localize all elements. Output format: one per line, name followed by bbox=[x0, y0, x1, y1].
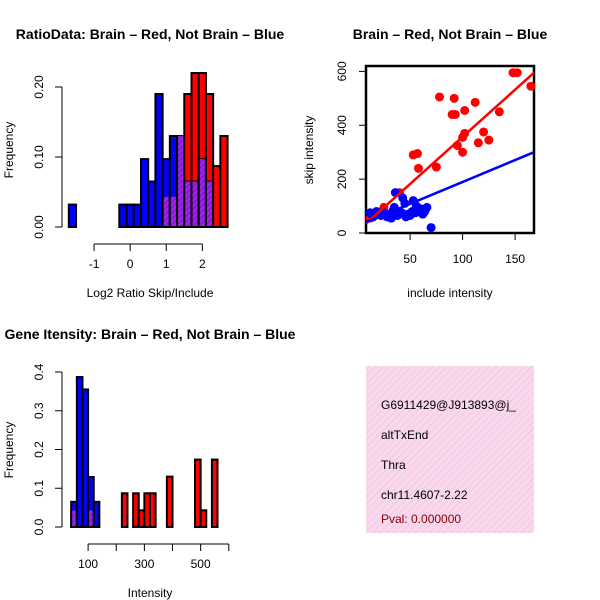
intensity-hist-y-tick-label: 0.0 bbox=[32, 518, 46, 535]
ratio-hist-ylabel: Frequency bbox=[2, 122, 16, 179]
ratio-hist-not-brain-bar bbox=[125, 203, 135, 229]
intensity-hist-ylabel: Frequency bbox=[2, 422, 16, 479]
intensity-hist-x-tick-label: 300 bbox=[134, 557, 154, 571]
intensity-hist-y-tick-label: 0.2 bbox=[32, 441, 46, 458]
ratio-hist-xlabel: Log2 Ratio Skip/Include bbox=[87, 286, 214, 300]
intensity-hist-brain-bar bbox=[149, 492, 157, 529]
scatter-x-tick-label: 50 bbox=[403, 252, 417, 266]
info-line-gene: Thra bbox=[381, 458, 406, 472]
intensity-hist-y-tick-label: 0.1 bbox=[32, 480, 46, 497]
intensity-hist-overlap-bar bbox=[72, 510, 76, 526]
ratio-hist-x-tick-label: -1 bbox=[89, 257, 100, 271]
intensity-hist-axes: 100 300 500 0.0 0.1 0.2 0.3 0.4 bbox=[32, 363, 230, 571]
ratio-hist-x-tick-label: 2 bbox=[199, 257, 206, 271]
ratio-hist-title: RatioData: Brain – Red, Not Brain – Blue bbox=[16, 26, 285, 42]
ratio-hist-not-brain-bar bbox=[154, 93, 164, 228]
scatter-points bbox=[365, 68, 536, 233]
scatter-y-tick-label: 200 bbox=[335, 169, 349, 189]
intensity-hist-brain-bar bbox=[194, 458, 202, 529]
ratio-hist-x-tick-label: 1 bbox=[163, 257, 170, 271]
intensity-histogram-panel: Gene Itensity: Brain – Red, Not Brain – … bbox=[2, 326, 296, 600]
scatter-brain-point bbox=[431, 162, 441, 172]
scatter-brain-point bbox=[512, 68, 522, 78]
scatter-y-tick-label: 600 bbox=[335, 61, 349, 81]
ratio-hist-overlap-bar bbox=[163, 196, 169, 226]
ratio-hist-not-brain-bar bbox=[139, 158, 150, 229]
ratio-hist-brain-bar bbox=[212, 165, 222, 229]
scatter-x-tick-label: 100 bbox=[453, 252, 473, 266]
scatter-brain-point bbox=[470, 97, 480, 107]
scatter-brain-point bbox=[414, 163, 423, 173]
intensity-hist-not-brain-bar bbox=[92, 500, 101, 528]
scatter-y-tick-label: 0 bbox=[335, 229, 349, 236]
scatter-brain-point bbox=[484, 135, 494, 145]
info-line-probe-id: G6911429@J913893@j_ bbox=[381, 398, 516, 412]
ratio-hist-overlap-bar bbox=[178, 136, 184, 226]
scatter-xlabel: include intensity bbox=[407, 286, 492, 300]
scatter-brain-fit-line bbox=[365, 71, 535, 225]
scatter-not-brain-point bbox=[426, 223, 436, 233]
intensity-hist-brain-bar bbox=[199, 509, 208, 528]
scatter-brain-point bbox=[479, 127, 489, 137]
ratio-hist-overlap-bar bbox=[170, 196, 177, 226]
ratio-hist-overlap-bar bbox=[199, 159, 205, 226]
intensity-hist-y-tick-label: 0.3 bbox=[32, 402, 46, 419]
ratio-hist-y-tick-label: 0.10 bbox=[32, 145, 46, 169]
scatter-brain-point bbox=[473, 138, 483, 148]
info-line-location: chr11.4607-2.22 bbox=[381, 488, 468, 502]
scatter-brain-point bbox=[460, 105, 470, 115]
intensity-hist-x-tick-label: 100 bbox=[78, 557, 98, 571]
intensity-hist-y-tick-label: 0.4 bbox=[32, 363, 46, 380]
info-panel-background bbox=[366, 366, 534, 533]
intensity-hist-title: Gene Itensity: Brain – Red, Not Brain – … bbox=[5, 326, 296, 342]
info-line-pval: Pval: 0.000000 bbox=[381, 512, 461, 526]
ratio-hist-bars bbox=[67, 72, 229, 229]
intensity-hist-xlabel: Intensity bbox=[128, 586, 173, 600]
ratio-hist-overlap-bar bbox=[206, 181, 213, 226]
scatter-brain-point bbox=[526, 81, 536, 91]
info-panel: G6911429@J913893@j_ altTxEnd Thra chr11.… bbox=[366, 366, 534, 533]
ratio-hist-brain-bar bbox=[219, 135, 229, 228]
scatter-y-tick-label: 400 bbox=[335, 115, 349, 135]
scatter-title: Brain – Red, Not Brain – Blue bbox=[353, 26, 548, 42]
ratio-hist-y-tick-label: 0.00 bbox=[32, 215, 46, 239]
ratio-hist-y-tick-label: 0.20 bbox=[32, 75, 46, 99]
scatter-panel: Brain – Red, Not Brain – Blue 50 100 150 0 2… bbox=[302, 26, 547, 300]
intensity-hist-brain-bar bbox=[210, 458, 219, 529]
intensity-hist-not-brain-bar bbox=[81, 388, 90, 528]
scatter-brain-point bbox=[494, 107, 504, 117]
scatter-brain-point bbox=[435, 92, 444, 102]
scatter-brain-point bbox=[449, 93, 459, 103]
scatter-brain-point bbox=[458, 147, 468, 157]
ratio-hist-not-brain-bar bbox=[118, 203, 128, 229]
scatter-brain-point bbox=[412, 149, 422, 159]
ratio-hist-overlap-bar bbox=[185, 181, 191, 226]
scatter-brain-point bbox=[450, 109, 460, 119]
ratio-hist-overlap-bar bbox=[192, 181, 198, 226]
ratio-histogram-panel: RatioData: Brain – Red, Not Brain – Blue… bbox=[2, 26, 284, 300]
ratio-hist-not-brain-bar bbox=[132, 203, 142, 229]
intensity-hist-bars bbox=[70, 376, 219, 529]
scatter-axes: 50 100 150 0 200 400 600 bbox=[335, 61, 525, 266]
scatter-not-brain-fit-line bbox=[365, 151, 535, 224]
ratio-hist-not-brain-bar bbox=[147, 180, 157, 228]
scatter-plot-frame bbox=[364, 64, 536, 235]
ratio-hist-not-brain-bar bbox=[67, 203, 78, 229]
intensity-hist-overlap-bar bbox=[89, 510, 93, 526]
scatter-x-tick-label: 150 bbox=[505, 252, 525, 266]
ratio-hist-axes: -1 0 1 2 0.00 0.10 0.20 bbox=[32, 75, 206, 271]
info-line-event-type: altTxEnd bbox=[381, 428, 428, 442]
scatter-not-brain-point bbox=[422, 202, 432, 212]
intensity-hist-brain-bar bbox=[165, 475, 174, 528]
scatter-ylabel: skip intensity bbox=[302, 116, 316, 185]
intensity-hist-brain-bar bbox=[120, 492, 129, 529]
ratio-hist-x-tick-label: 0 bbox=[127, 257, 134, 271]
intensity-hist-x-tick-label: 500 bbox=[191, 557, 211, 571]
